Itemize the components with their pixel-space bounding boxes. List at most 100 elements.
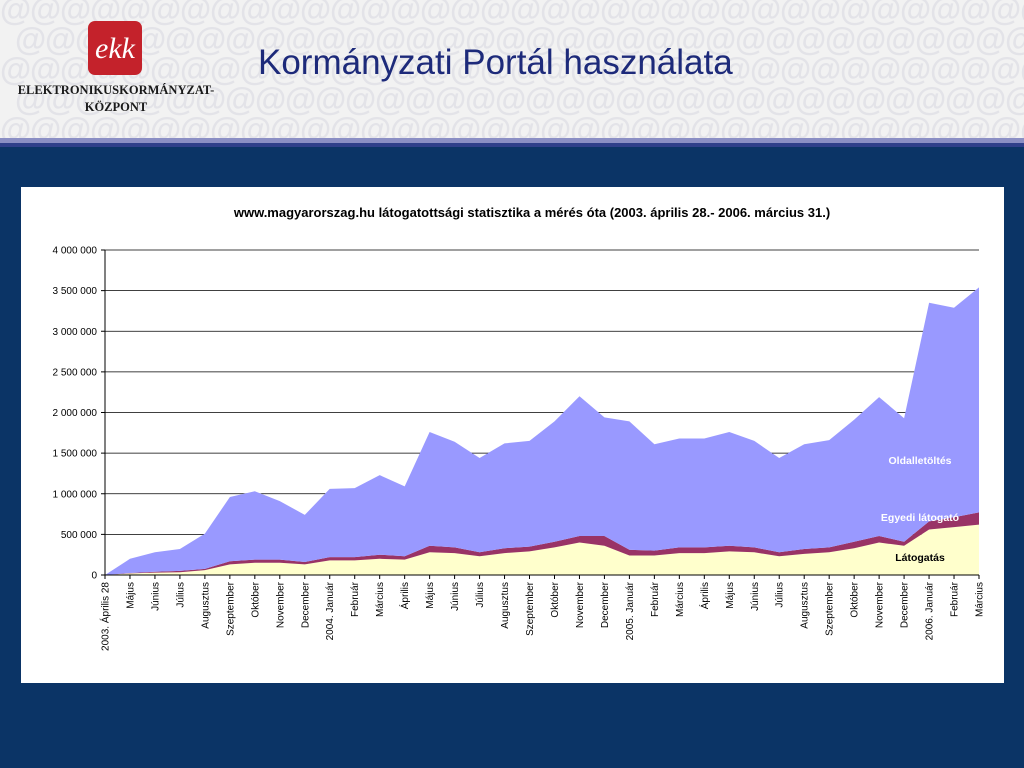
- at-sign-pattern-glyph: @: [1005, 81, 1024, 117]
- x-tick-label: Július: [475, 582, 486, 608]
- at-sign-pattern-glyph: @: [570, 0, 601, 27]
- at-sign-pattern-glyph: @: [210, 51, 241, 87]
- x-tick-label: Szeptember: [825, 581, 836, 636]
- at-sign-pattern-glyph: @: [555, 21, 586, 57]
- at-sign-pattern-glyph: @: [975, 81, 1006, 117]
- at-sign-pattern-glyph: @: [180, 111, 211, 138]
- at-sign-pattern-glyph: @: [555, 81, 586, 117]
- at-sign-pattern-glyph: @: [375, 21, 406, 57]
- series-label-layer: Látogatás Egyedi látogató Oldalletöltés: [881, 455, 959, 564]
- at-sign-pattern-glyph: @: [255, 81, 286, 117]
- x-tick-label: Június: [450, 582, 461, 611]
- header-divider-light: [0, 138, 1024, 143]
- at-sign-pattern-glyph: @: [1020, 51, 1024, 87]
- at-sign-pattern-glyph: @: [30, 0, 61, 27]
- organization-name: ELEKTRONIKUSKORMÁNYZAT- KÖZPONT: [0, 82, 232, 116]
- at-sign-pattern-glyph: @: [195, 81, 226, 117]
- at-sign-pattern-glyph: @: [990, 51, 1021, 87]
- at-sign-pattern-glyph: @: [225, 21, 256, 57]
- at-sign-pattern-glyph: @: [585, 81, 616, 117]
- at-sign-pattern-glyph: @: [540, 111, 571, 138]
- at-sign-pattern-glyph: @: [870, 51, 901, 87]
- at-sign-pattern-glyph: @: [810, 51, 841, 87]
- at-sign-pattern-glyph: @: [345, 81, 376, 117]
- x-tick-label: Április: [698, 582, 711, 609]
- x-tick-label: Március: [375, 582, 386, 617]
- y-tick-label: 1 500 000: [53, 449, 98, 460]
- x-tick-label: Augusztus: [800, 582, 811, 629]
- at-sign-pattern-glyph: @: [1020, 111, 1024, 138]
- at-sign-pattern-glyph: @: [480, 51, 511, 87]
- at-sign-pattern-glyph: @: [390, 51, 421, 87]
- at-sign-pattern-glyph: @: [780, 111, 811, 138]
- series-label: Látogatás: [895, 552, 945, 564]
- x-tick-label: 2004. Január: [325, 581, 336, 640]
- at-sign-pattern-glyph: @: [495, 21, 526, 57]
- x-tick-label: Augusztus: [200, 582, 211, 629]
- at-sign-pattern-glyph: @: [330, 51, 361, 87]
- at-sign-pattern-glyph: @: [450, 51, 481, 87]
- at-sign-pattern-glyph: @: [255, 21, 286, 57]
- at-sign-pattern-glyph: @: [345, 21, 376, 57]
- at-sign-pattern-glyph: @: [510, 111, 541, 138]
- at-sign-pattern-glyph: @: [150, 0, 181, 27]
- chart-title: www.magyarorszag.hu látogatottsági stati…: [233, 205, 830, 220]
- at-sign-pattern-glyph: @: [900, 0, 931, 27]
- organization-name-line-1: ELEKTRONIKUSKORMÁNYZAT-: [17, 83, 215, 97]
- at-sign-pattern-glyph: @: [120, 111, 151, 138]
- x-tick-label: Július: [775, 582, 786, 608]
- at-sign-pattern-glyph: @: [960, 111, 991, 138]
- at-sign-pattern-glyph: @: [300, 111, 331, 138]
- y-tick-label: 2 500 000: [53, 367, 98, 378]
- at-sign-pattern-glyph: @: [990, 0, 1021, 27]
- at-sign-pattern-glyph: @: [300, 51, 331, 87]
- at-sign-pattern-glyph: @: [705, 21, 736, 57]
- at-sign-pattern-glyph: @: [735, 81, 766, 117]
- at-sign-pattern-glyph: @: [420, 51, 451, 87]
- at-sign-pattern-glyph: @: [330, 0, 361, 27]
- at-sign-pattern-glyph: @: [825, 21, 856, 57]
- at-sign-pattern-glyph: @: [210, 111, 241, 138]
- at-sign-pattern-glyph: @: [225, 81, 256, 117]
- at-sign-pattern-glyph: @: [30, 111, 61, 138]
- at-sign-pattern-glyph: @: [195, 21, 226, 57]
- at-sign-pattern-glyph: @: [150, 111, 181, 138]
- at-sign-pattern-glyph: @: [360, 51, 391, 87]
- at-sign-pattern-glyph: @: [315, 21, 346, 57]
- at-sign-pattern-glyph: @: [270, 111, 301, 138]
- x-tick-label: Március: [975, 582, 986, 617]
- at-sign-pattern-glyph: @: [45, 81, 76, 117]
- y-tick-label: 3 000 000: [53, 327, 98, 338]
- chart-panel: www.magyarorszag.hu látogatottsági stati…: [21, 187, 1004, 683]
- at-sign-pattern-glyph: @: [765, 21, 796, 57]
- at-sign-pattern-glyph: @: [315, 81, 346, 117]
- at-sign-pattern-glyph: @: [570, 111, 601, 138]
- at-sign-pattern-glyph: @: [960, 0, 991, 27]
- x-tick-label: Október: [550, 581, 561, 617]
- at-sign-pattern-glyph: @: [720, 111, 751, 138]
- at-sign-pattern-glyph: @: [285, 81, 316, 117]
- at-sign-pattern-glyph: @: [1020, 0, 1024, 27]
- x-tick-label: Október: [850, 581, 861, 617]
- at-sign-pattern-glyph: @: [60, 0, 91, 27]
- at-sign-pattern-glyph: @: [945, 21, 976, 57]
- at-sign-pattern-glyph: @: [945, 81, 976, 117]
- at-sign-pattern-glyph: @: [465, 21, 496, 57]
- y-tick-label: 4 000 000: [53, 246, 98, 257]
- at-sign-pattern-glyph: @: [585, 21, 616, 57]
- at-sign-pattern-glyph: @: [60, 111, 91, 138]
- at-sign-pattern-glyph: @: [675, 81, 706, 117]
- x-tick-label: December: [900, 581, 911, 628]
- x-tick-label: November: [275, 581, 286, 628]
- at-sign-pattern-glyph: @: [30, 51, 61, 87]
- at-sign-pattern-glyph: @: [240, 0, 271, 27]
- area-series-egyedi-latogato: [105, 512, 979, 575]
- at-sign-pattern-glyph: @: [495, 81, 526, 117]
- at-sign-pattern-glyph: @: [135, 81, 166, 117]
- area-layer: [105, 287, 979, 575]
- at-sign-pattern-glyph: @: [150, 51, 181, 87]
- y-tick-label: 0: [91, 571, 97, 582]
- y-tick-label: 2 000 000: [53, 408, 98, 419]
- y-tick-label: 3 500 000: [53, 286, 98, 297]
- at-sign-pattern-glyph: @: [810, 0, 841, 27]
